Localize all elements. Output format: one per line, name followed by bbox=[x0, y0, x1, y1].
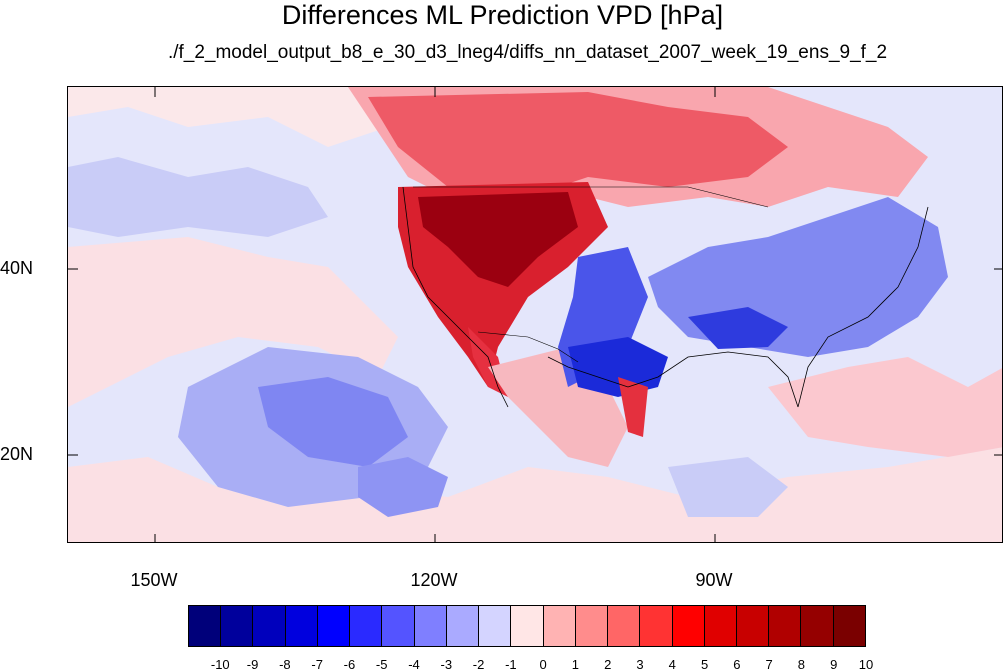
colorbar-swatch bbox=[414, 606, 447, 646]
coastline-west bbox=[402, 186, 509, 408]
border-us-mexico bbox=[477, 331, 579, 363]
field-blue-southeast bbox=[668, 457, 788, 517]
colorbar-swatch bbox=[704, 606, 737, 646]
colorbar-swatch bbox=[801, 606, 834, 646]
colorbar-label: 6 bbox=[733, 657, 741, 672]
colorbar-swatch bbox=[350, 606, 383, 646]
y-tick-20n: 20N bbox=[0, 444, 34, 464]
colorbar-swatch bbox=[769, 606, 802, 646]
colorbar-swatch bbox=[382, 606, 415, 646]
colorbar-label: 8 bbox=[797, 657, 806, 672]
field-light-pink-central bbox=[68, 237, 398, 407]
field-red-west-core bbox=[418, 192, 578, 287]
colorbar-swatch bbox=[446, 606, 480, 646]
map-title: Differences ML Prediction VPD [hPa] bbox=[281, 0, 724, 30]
colorbar-label: -10 bbox=[210, 657, 230, 672]
field-blue-south bbox=[358, 457, 448, 517]
colorbar bbox=[188, 605, 866, 647]
colorbar-label: -3 bbox=[440, 657, 453, 672]
field-light-pink-south bbox=[68, 447, 1002, 542]
field-blue-north bbox=[68, 157, 328, 237]
x-tick-90w: 90W bbox=[695, 570, 733, 590]
field-blue-east-core bbox=[688, 307, 788, 349]
colorbar-label: 3 bbox=[636, 657, 644, 672]
coastline-gulf bbox=[547, 351, 799, 408]
colorbar-labels: -10 -9 -8 -7 -6 -5 -4 -3 -2 -1 0 1 2 3 4 5 6 7 8 9 10 bbox=[188, 657, 873, 672]
coastline-east bbox=[797, 206, 929, 408]
colorbar-swatch bbox=[285, 606, 318, 646]
vpd-difference-map bbox=[68, 87, 1002, 542]
colorbar-swatch bbox=[189, 606, 222, 646]
field-light-pink-north bbox=[68, 87, 388, 147]
colorbar-swatch bbox=[511, 606, 544, 646]
field-red-texas-coast bbox=[618, 377, 648, 437]
colorbar-label: -4 bbox=[408, 657, 420, 672]
colorbar-swatch bbox=[640, 606, 673, 646]
colorbar-label: -7 bbox=[311, 657, 323, 672]
colorbar-label: -2 bbox=[472, 657, 485, 672]
colorbar-swatch bbox=[833, 606, 865, 646]
colorbar-label: 10 bbox=[858, 657, 874, 672]
y-tick-40n: 40N bbox=[0, 258, 34, 278]
colorbar-swatch bbox=[221, 606, 254, 646]
colorbar-swatch bbox=[253, 606, 286, 646]
colorbar-label: -8 bbox=[279, 657, 291, 672]
colorbar-label: -6 bbox=[343, 657, 356, 672]
colorbar-swatch bbox=[672, 606, 705, 646]
colorbar-swatch bbox=[543, 606, 576, 646]
colorbar-label: 9 bbox=[830, 657, 838, 672]
field-blue-subtropic-core bbox=[258, 377, 408, 467]
colorbar-swatch bbox=[575, 606, 609, 646]
tick-marks bbox=[68, 87, 1002, 542]
colorbar-label: -9 bbox=[246, 657, 259, 672]
map-subtitle: ./f_2_model_output_b8_e_30_d3_lneg4/diff… bbox=[167, 42, 888, 63]
colorbar-label: 1 bbox=[571, 657, 580, 672]
colorbar-swatch bbox=[479, 606, 512, 646]
colorbar-label: 5 bbox=[700, 657, 709, 672]
field-pink-east bbox=[768, 357, 1002, 457]
colorbar-label: -1 bbox=[505, 657, 517, 672]
colorbar-swatch bbox=[736, 606, 770, 646]
colorbar-swatch bbox=[317, 606, 351, 646]
colorbar-label: -5 bbox=[375, 657, 388, 672]
colorbar-label: 7 bbox=[765, 657, 773, 672]
colorbar-label: 4 bbox=[668, 657, 676, 672]
field-red-canada-core bbox=[368, 92, 788, 197]
colorbar-swatch bbox=[608, 606, 641, 646]
x-tick-150w: 150W bbox=[130, 570, 178, 590]
colorbar-label: 0 bbox=[539, 657, 547, 672]
border-us-canada bbox=[413, 186, 769, 208]
map-plot-area bbox=[67, 86, 1003, 543]
colorbar-label: 2 bbox=[604, 657, 612, 672]
x-tick-120w: 120W bbox=[410, 570, 458, 590]
